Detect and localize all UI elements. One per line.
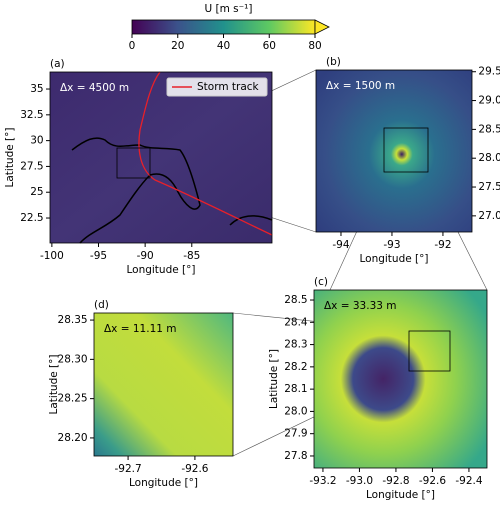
map-image [50, 72, 272, 243]
y-tick-label: 28.35 [58, 314, 88, 326]
axes-frame [315, 69, 473, 233]
panel-label: (c) [314, 276, 328, 288]
colorbar [131, 19, 316, 35]
x-tick-label: -92.6 [181, 463, 208, 475]
y-tick-label: 28.0 [284, 405, 307, 417]
x-tick-label: -94 [332, 239, 349, 251]
x-axis-label: Longitude [°] [126, 264, 195, 276]
y-tick-label: 28.5 [478, 123, 500, 135]
axes-frame [313, 289, 488, 469]
x-axis-label: Longitude [°] [359, 253, 428, 265]
x-tick-label: -92 [434, 239, 451, 251]
map-image [314, 290, 487, 468]
panel-label: (b) [326, 56, 341, 68]
zoom-box [383, 127, 429, 173]
y-axis-label: Latitude [°] [4, 128, 16, 188]
tick-label: 80 [308, 40, 321, 52]
x-tick-label: -92.4 [455, 475, 482, 487]
legend-label: Storm track [197, 81, 260, 93]
y-tick-label: 27.5 [478, 181, 500, 193]
annotation: Δx = 33.33 m [324, 300, 397, 312]
tick-label: 20 [171, 40, 184, 52]
x-tick-label: -93.0 [346, 475, 373, 487]
y-tick-label: 22.5 [20, 212, 43, 224]
y-tick-label: 32.5 [20, 109, 43, 121]
storm-track [138, 71, 273, 236]
y-tick-label: 28.0 [478, 152, 500, 164]
y-tick-label: 27.5 [20, 160, 43, 172]
axes-frame [49, 71, 273, 244]
y-axis-label: Latitude [°] [48, 355, 60, 415]
y-tick-label: 30 [30, 135, 43, 147]
x-tick-label: -85 [183, 250, 200, 262]
y-tick-label: 28.4 [284, 316, 308, 328]
y-axis-label: Latitude [°] [268, 349, 280, 409]
x-tick-label: -93 [383, 239, 400, 251]
y-tick-label: 28.5 [284, 294, 307, 306]
colorbar-extend [314, 19, 330, 35]
y-tick-label: 28.25 [58, 393, 88, 405]
y-tick-label: 27.8 [284, 450, 307, 462]
x-tick-label: -93.2 [309, 475, 336, 487]
zoom-box [408, 330, 451, 372]
x-tick-label: -92.8 [382, 475, 409, 487]
y-tick-label: 29.0 [478, 95, 500, 107]
y-tick-label: 28.20 [58, 432, 88, 444]
x-axis-label: Longitude [°] [129, 477, 198, 489]
y-tick-label: 28.3 [284, 339, 307, 351]
y-tick-label: 28.1 [284, 383, 307, 395]
x-tick-label: -100 [40, 250, 64, 262]
y-tick-label: 29.5 [478, 66, 500, 78]
y-tick-label: 28.2 [284, 361, 307, 373]
y-tick-label: 27.9 [284, 428, 307, 440]
map-image [316, 70, 472, 232]
annotation: Δx = 4500 m [60, 82, 129, 94]
tick-label: 60 [263, 40, 276, 52]
axes-frame [93, 312, 234, 457]
y-tick-label: 27.0 [478, 210, 500, 222]
coastline [71, 137, 201, 244]
tick-label: 40 [217, 40, 230, 52]
y-tick-label: 25 [30, 186, 43, 198]
y-tick-label: 28.30 [58, 353, 88, 365]
zoom-box [116, 147, 151, 179]
x-tick-label: -90 [137, 250, 154, 262]
annotation: Δx = 1500 m [326, 80, 395, 92]
x-tick-label: -92.7 [114, 463, 141, 475]
colorbar-label: U [m s⁻¹] [204, 3, 252, 15]
map-image [94, 313, 233, 456]
annotation: Δx = 11.11 m [104, 323, 177, 335]
coastline [229, 215, 273, 226]
x-tick-label: -95 [90, 250, 107, 262]
x-axis-label: Longitude [°] [366, 489, 435, 501]
tick-label: 0 [129, 40, 136, 52]
y-tick-label: 35 [30, 83, 43, 95]
legend-box [166, 77, 268, 97]
x-tick-label: -92.6 [419, 475, 446, 487]
panel-label: (d) [94, 299, 109, 311]
panel-label: (a) [50, 58, 65, 70]
